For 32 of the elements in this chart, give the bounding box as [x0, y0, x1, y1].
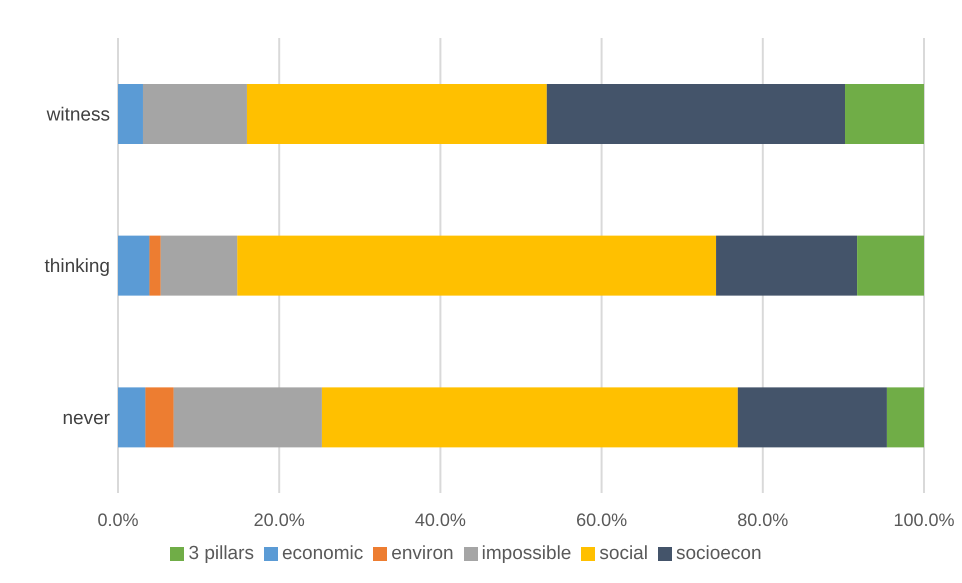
x-tick-label: 40.0%: [414, 510, 466, 530]
legend-label: environ: [391, 543, 454, 564]
bar: [546, 84, 846, 144]
x-tick-label: 20.0%: [254, 510, 305, 530]
legend-label: economic: [282, 543, 364, 564]
bar: [174, 387, 322, 448]
y-tick-label: thinking: [44, 256, 110, 278]
x-tick-label: 80.0%: [737, 510, 788, 530]
bar: [716, 236, 858, 296]
x-tick-label: 0.0%: [97, 510, 139, 530]
legend-label: socioecon: [676, 543, 762, 564]
bar: [857, 236, 924, 296]
bar: [145, 387, 174, 448]
x-tick-label: 60.0%: [576, 510, 628, 530]
bar: [237, 236, 716, 296]
bar: [118, 84, 143, 144]
bar: [845, 84, 924, 144]
bar: [118, 387, 146, 448]
legend-label: impossible: [482, 543, 572, 564]
y-tick-label: never: [62, 408, 111, 429]
bar: [142, 84, 247, 144]
bar: [886, 387, 924, 448]
bar: [738, 387, 887, 448]
legend-label: 3 pillars: [188, 543, 254, 564]
legend-label: social: [599, 543, 648, 564]
x-tick-label: 100.0%: [893, 510, 955, 530]
y-tick-label: witness: [46, 104, 110, 126]
bar: [246, 84, 547, 144]
bar: [322, 387, 738, 448]
bar: [160, 236, 238, 296]
bar: [149, 236, 161, 296]
bar: [118, 236, 150, 296]
